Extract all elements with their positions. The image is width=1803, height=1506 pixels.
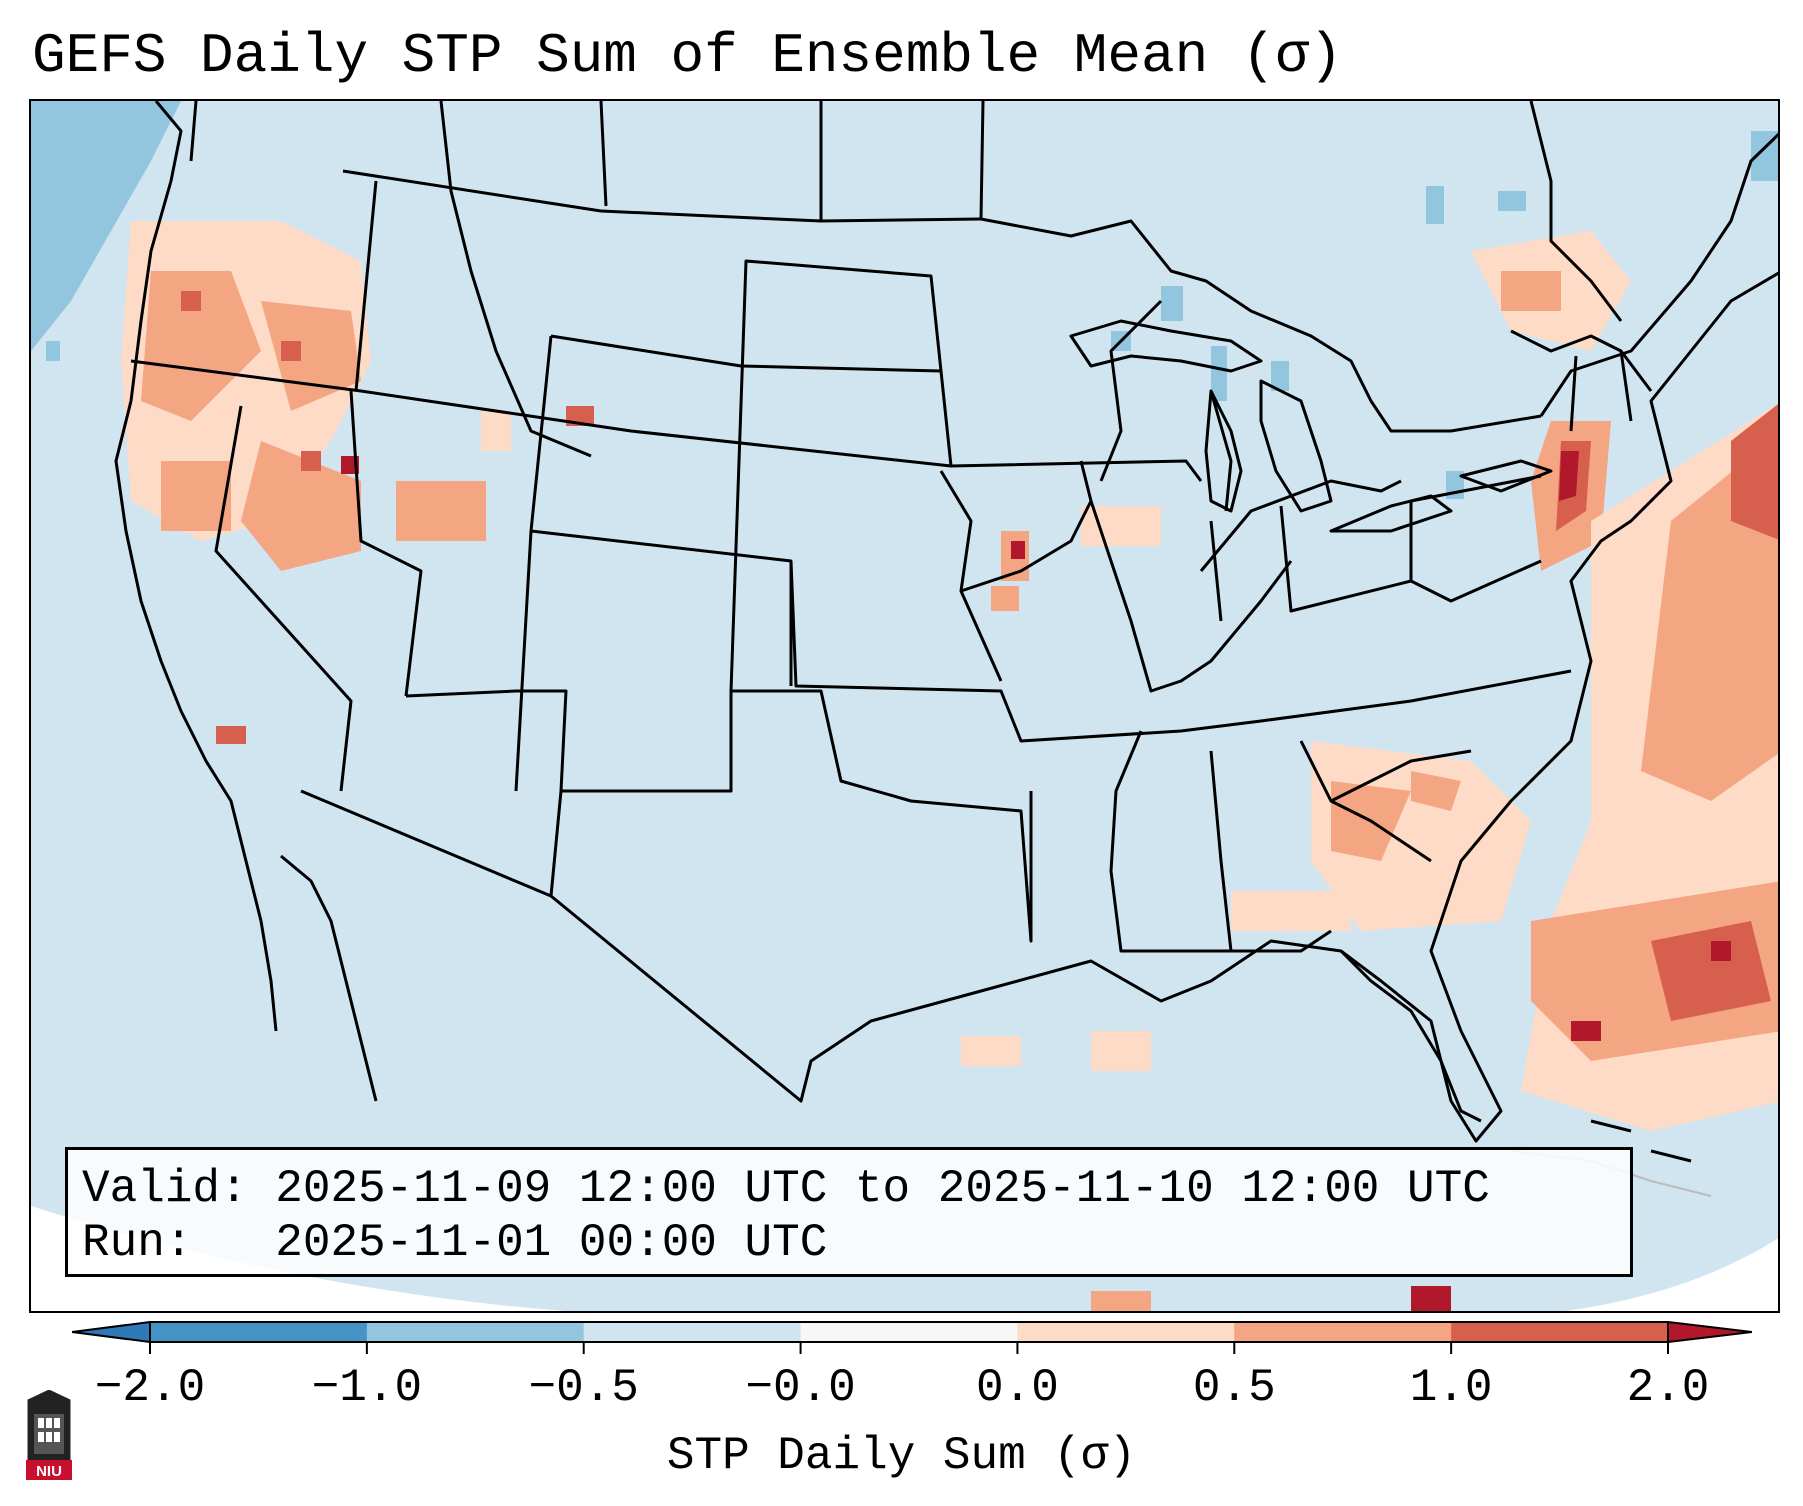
negative-cell <box>46 341 60 361</box>
colorbar-tick-label: −0.5 <box>528 1362 639 1414</box>
map-panel[interactable] <box>29 99 1780 1313</box>
figure-title: GEFS Daily STP Sum of Ensemble Mean (σ) <box>32 24 1343 88</box>
map-svg <box>31 101 1778 1311</box>
colorbar-segments <box>72 1320 1752 1344</box>
colorbar-extend-high <box>1667 1320 1752 1344</box>
colorbar-tick-label: −1.0 <box>311 1362 423 1414</box>
boundary-lines <box>114 101 1778 1143</box>
great-lakes <box>1069 319 1553 533</box>
colorbar-tick-label: −2.0 <box>94 1362 206 1414</box>
projection-corner-sw <box>31 1206 567 1311</box>
colorbar-outline <box>149 1321 1669 1343</box>
negative-cells-great-lakes <box>1111 131 1778 499</box>
run-time-text: Run: 2025-11-01 00:00 UTC <box>82 1217 828 1269</box>
colorbar-tick-label: 0.0 <box>976 1362 1059 1414</box>
positive-hotspots <box>121 221 1778 1311</box>
niu-logo-icon: NIU <box>26 1390 72 1480</box>
colorbar <box>72 1320 1752 1354</box>
valid-time-text: Valid: 2025-11-09 12:00 UTC to 2025-11-1… <box>82 1163 1490 1215</box>
colorbar-segment <box>1017 1322 1235 1342</box>
svg-text:NIU: NIU <box>36 1463 62 1480</box>
colorbar-segment <box>150 1322 368 1342</box>
negative-region-nw <box>31 101 181 351</box>
valid-run-info-box: Valid: 2025-11-09 12:00 UTC to 2025-11-1… <box>65 1147 1633 1277</box>
colorbar-segment <box>583 1322 802 1342</box>
projection-corner-se <box>1565 1238 1778 1311</box>
colorbar-tick-label: 2.0 <box>1626 1362 1710 1414</box>
colorbar-segment <box>1234 1322 1452 1342</box>
colorbar-segment <box>800 1322 1018 1342</box>
colorbar-tick-label: 1.0 <box>1409 1362 1493 1414</box>
colorbar-tick-label: −0.0 <box>745 1362 856 1414</box>
colorbar-extend-low <box>72 1320 151 1344</box>
colorbar-tick-marks <box>149 1342 1669 1354</box>
colorbar-segment <box>366 1322 585 1342</box>
colorbar-tick-label: 0.5 <box>1192 1362 1276 1414</box>
colorbar-segment <box>1451 1322 1669 1342</box>
colorbar-label: STP Daily Sum (σ) <box>666 1430 1137 1482</box>
